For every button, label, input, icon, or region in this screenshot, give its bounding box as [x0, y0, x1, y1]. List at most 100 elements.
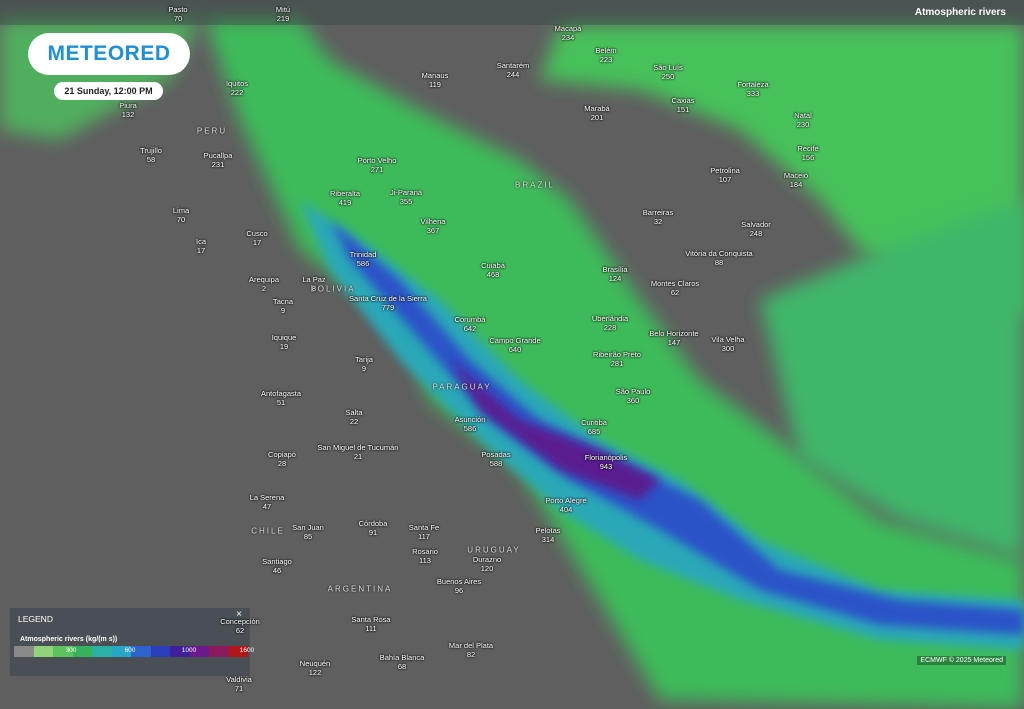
- city-label: Vila Velha 300: [711, 335, 744, 353]
- city-name: Pasto: [168, 5, 188, 14]
- city-name: Santiago: [262, 557, 292, 566]
- city-name: Córdoba: [358, 519, 388, 528]
- city-name: Natal: [794, 111, 812, 120]
- city-value: 184: [789, 180, 803, 189]
- city-name: Belo Horizonte: [649, 329, 699, 338]
- city-name: Riberalta: [329, 189, 361, 198]
- city-name: Trinidad: [349, 250, 377, 259]
- city-value: 281: [610, 359, 624, 368]
- city-label: Trujillo 58: [140, 146, 162, 164]
- city-name: San Miguel de Tucumán: [317, 443, 399, 452]
- city-value: 2: [261, 284, 267, 293]
- city-value: 640: [508, 345, 522, 354]
- city-value: 222: [230, 88, 244, 97]
- city-label: Maceió 184: [784, 171, 808, 189]
- city-value: 122: [308, 668, 322, 677]
- city-value: 419: [338, 198, 352, 207]
- city-name: Corumbá: [454, 315, 486, 324]
- layer-title[interactable]: Atmospheric rivers: [914, 7, 1006, 18]
- city-value: 642: [463, 324, 477, 333]
- city-value: 230: [796, 120, 810, 129]
- city-value: 943: [599, 462, 613, 471]
- city-label: Santarém 244: [497, 61, 530, 79]
- city-value: 8: [311, 284, 317, 293]
- city-value: 111: [365, 624, 377, 633]
- city-name: La Paz: [302, 275, 326, 284]
- city-value: 586: [356, 259, 370, 268]
- city-label: San Juan 85: [292, 523, 324, 541]
- legend-tick: 1600: [239, 647, 255, 654]
- city-value: 70: [176, 215, 186, 224]
- country-label: PERU: [196, 126, 228, 136]
- city-value: 404: [559, 505, 573, 514]
- city-label: Marabá 201: [584, 104, 609, 122]
- city-label: Buenos Aires 96: [437, 577, 481, 595]
- city-label: Rosario 113: [412, 547, 438, 565]
- city-label: Ji-Paraná 355: [390, 188, 422, 206]
- city-name: Mitú: [275, 5, 291, 14]
- city-label: Belém 223: [595, 46, 616, 64]
- city-name: Iquitos: [225, 79, 249, 88]
- city-label: Corumbá 642: [455, 315, 486, 333]
- city-label: Ribeirão Preto 281: [593, 350, 641, 368]
- city-name: Copiapó: [268, 450, 296, 459]
- city-value: 685: [587, 427, 601, 436]
- city-name: Belém: [595, 46, 617, 55]
- city-label: Santa Fe 117: [409, 523, 439, 541]
- city-label: Belo Horizonte 147: [649, 329, 698, 347]
- city-name: Maceió: [783, 171, 809, 180]
- city-value: 9: [361, 364, 367, 373]
- city-label: Vitória da Conquista 88: [685, 249, 752, 267]
- city-name: Cusco: [246, 229, 268, 238]
- city-label: La Paz 8: [302, 275, 325, 293]
- city-label: Manaus 119: [422, 71, 449, 89]
- city-name: Florianópolis: [584, 453, 628, 462]
- city-value: 248: [749, 229, 763, 238]
- river-outer: [205, 20, 1024, 709]
- city-value: 46: [272, 566, 282, 575]
- city-value: 119: [429, 80, 441, 89]
- city-name: Porto Velho: [357, 156, 397, 165]
- city-label: Bahía Blanca 68: [380, 653, 425, 671]
- city-label: Mitú 219: [276, 5, 290, 23]
- city-name: La Serena: [249, 493, 285, 502]
- logo[interactable]: METEORED: [28, 33, 190, 75]
- city-value: 244: [506, 70, 520, 79]
- city-value: 47: [262, 502, 272, 511]
- city-name: Manaus: [421, 71, 449, 80]
- city-label: Neuquén 122: [300, 659, 330, 677]
- city-label: Iquique 19: [272, 333, 297, 351]
- city-name: Campo Grande: [489, 336, 541, 345]
- city-value: 132: [121, 110, 135, 119]
- city-name: Valdivia: [226, 675, 252, 684]
- city-name: Recife: [797, 144, 819, 153]
- city-value: 367: [426, 226, 440, 235]
- city-value: 19: [279, 342, 289, 351]
- city-name: Uberlândia: [591, 314, 629, 323]
- city-name: Rosario: [412, 547, 438, 556]
- city-label: Asunción 586: [455, 415, 486, 433]
- city-value: 22: [349, 417, 359, 426]
- city-name: Ji-Paraná: [389, 188, 423, 197]
- date[interactable]: 21 Sunday, 12:00 PM: [54, 82, 163, 100]
- city-label: Fortaleza 333: [737, 80, 768, 98]
- city-name: Buenos Aires: [436, 577, 482, 586]
- city-name: Barreiras: [642, 208, 674, 217]
- city-name: Santa Cruz de la Sierra: [349, 294, 427, 303]
- credit: ECMWF © 2025 Meteored: [917, 656, 1006, 665]
- country-label: ARGENTINA: [327, 584, 393, 594]
- city-value: 62: [670, 288, 680, 297]
- city-label: Cuiabá 468: [481, 261, 505, 279]
- city-label: Lima 70: [173, 206, 189, 224]
- city-value: 88: [714, 258, 724, 267]
- city-label: Petrolina 107: [710, 166, 740, 184]
- city-name: Curitiba: [581, 418, 607, 427]
- city-value: 586: [463, 424, 477, 433]
- country-label: BRAZIL: [514, 180, 556, 190]
- legend-close[interactable]: ×: [236, 609, 242, 620]
- city-value: 223: [599, 55, 613, 64]
- city-name: Marabá: [584, 104, 610, 113]
- legend-subtitle: Atmospheric rivers (kg/(m s)): [20, 636, 118, 643]
- city-name: Vilhena: [420, 217, 446, 226]
